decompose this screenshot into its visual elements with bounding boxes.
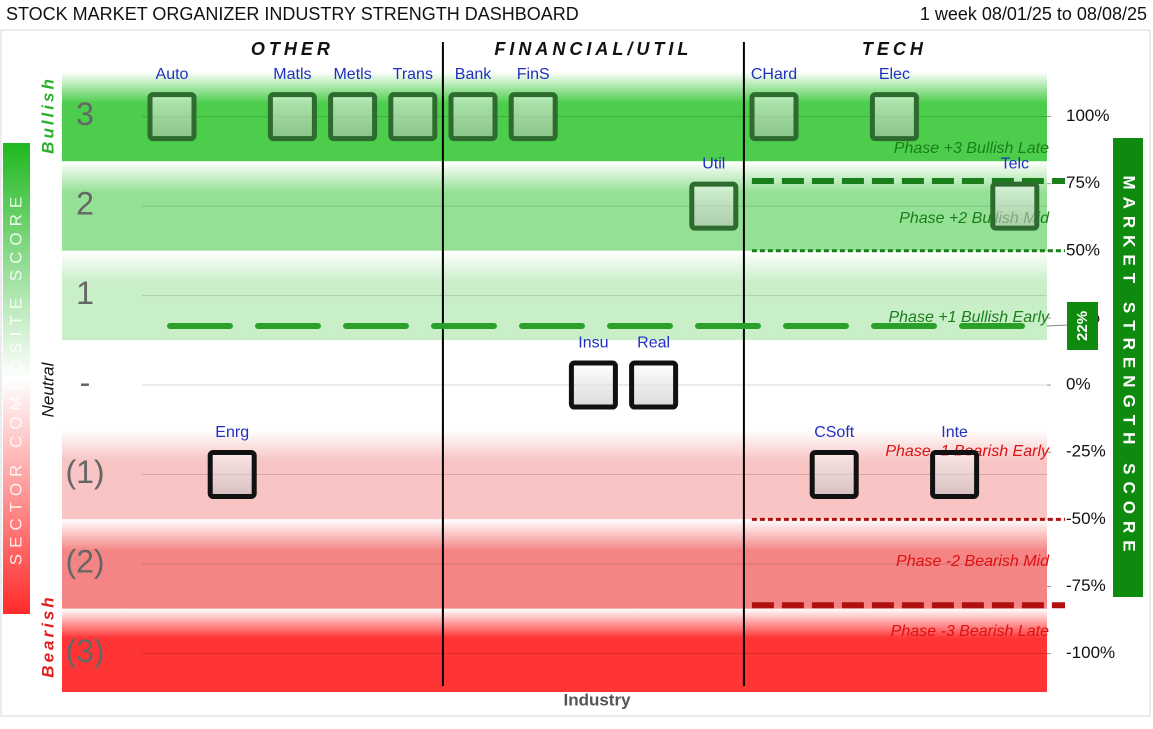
- industry-label: CSoft: [814, 424, 855, 441]
- industry-marker: [990, 181, 1040, 231]
- phase-label: Phase +3 Bullish Late: [894, 140, 1049, 157]
- phase-label: Phase -3 Bearish Late: [891, 623, 1049, 640]
- group-label: OTHER: [251, 39, 334, 59]
- score-band: [62, 340, 1047, 430]
- industry-label: Bank: [455, 66, 492, 83]
- industry-marker: [508, 92, 558, 142]
- x-axis-label: Industry: [563, 690, 631, 709]
- industry-label: Matls: [273, 66, 311, 83]
- industry-label: Telc: [1001, 155, 1029, 172]
- side-label: Bullish: [38, 76, 57, 154]
- market-score-label: 22%: [1074, 311, 1091, 341]
- y-axis-bar: [3, 143, 30, 614]
- group-label: FINANCIAL/UTIL: [494, 39, 692, 59]
- industry-marker: [568, 360, 618, 410]
- y2-tick-label: 100%: [1066, 106, 1109, 125]
- phase-label: Phase -2 Bearish Mid: [896, 553, 1050, 570]
- y2-tick-label: -50%: [1066, 509, 1106, 528]
- market-score-leader: [1046, 324, 1068, 327]
- y-tick-label: 2: [76, 186, 94, 222]
- market-score-box: [1067, 301, 1098, 350]
- y2-tick-label: 50%: [1066, 240, 1100, 259]
- phase-label: Phase +1 Bullish Early: [888, 309, 1050, 326]
- industry-marker: [448, 92, 498, 142]
- y-tick-label: 1: [76, 275, 94, 311]
- y2-tick-label: 0%: [1066, 375, 1091, 394]
- side-label: Bearish: [38, 594, 57, 677]
- industry-label: Real: [637, 334, 670, 351]
- industry-label: Enrg: [215, 424, 249, 441]
- y2-axis-box: [1113, 138, 1143, 597]
- industry-marker: [930, 450, 980, 500]
- industry-marker: [749, 92, 799, 142]
- y2-axis-label: MARKET STRENGTH SCORE: [1120, 175, 1139, 558]
- industry-label: CHard: [751, 66, 797, 83]
- y-tick-label: 3: [76, 96, 94, 132]
- chart-title: STOCK MARKET ORGANIZER INDUSTRY STRENGTH…: [6, 4, 579, 24]
- industry-marker: [267, 92, 317, 142]
- industry-label: FinS: [517, 66, 550, 83]
- industry-marker: [328, 92, 378, 142]
- y2-tick-label: 75%: [1066, 173, 1100, 192]
- industry-marker: [147, 92, 197, 142]
- score-band: [62, 608, 1047, 692]
- group-label: TECH: [862, 39, 927, 59]
- y-tick-label: (2): [65, 543, 104, 579]
- y2-tick-label: -100%: [1066, 643, 1115, 662]
- industry-label: Elec: [879, 66, 910, 83]
- industry-marker: [207, 450, 257, 500]
- score-band: [62, 161, 1047, 251]
- industry-marker: [869, 92, 919, 142]
- y2-tick-label: -75%: [1066, 576, 1106, 595]
- industry-label: Trans: [393, 66, 433, 83]
- industry-marker: [388, 92, 438, 142]
- industry-marker: [689, 181, 739, 231]
- score-band: [62, 519, 1047, 609]
- industry-label: Auto: [156, 66, 189, 83]
- y-tick-label: (3): [65, 633, 104, 669]
- y-axis-label: SECTOR COMPOSITE SCORE: [6, 191, 25, 565]
- y2-tick-label: -25%: [1066, 442, 1106, 461]
- y-tick-label: (1): [65, 454, 104, 490]
- y-tick-label: -: [80, 365, 91, 401]
- side-label: Neutral: [38, 361, 57, 417]
- industry-label: Metls: [333, 66, 371, 83]
- industry-label: Util: [702, 155, 725, 172]
- chart-subtitle: 1 week 08/01/25 to 08/08/25: [920, 4, 1147, 24]
- industry-marker: [809, 450, 859, 500]
- industry-label: Insu: [578, 334, 608, 351]
- industry-label: Inte: [941, 424, 968, 441]
- industry-marker: [629, 360, 679, 410]
